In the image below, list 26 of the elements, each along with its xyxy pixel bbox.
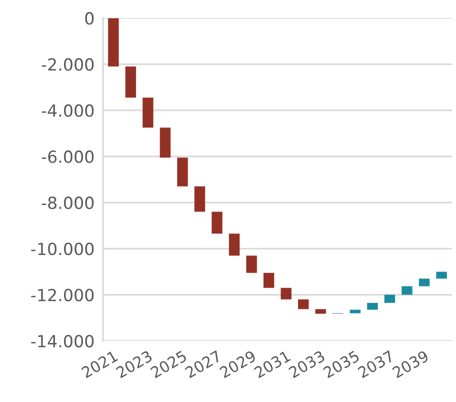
bar: [142, 98, 154, 128]
bar: [160, 128, 171, 158]
bar: [246, 256, 257, 273]
bar: [367, 302, 378, 310]
bar: [436, 272, 447, 279]
y-tick-label: -12.000: [31, 288, 94, 302]
y-tick-label: -14.000: [31, 334, 94, 348]
bar: [263, 272, 274, 288]
bar: [125, 66, 136, 98]
y-tick-label: -2.000: [42, 58, 94, 71]
bar: [298, 299, 309, 310]
bar: [108, 18, 119, 67]
bar: [280, 288, 292, 300]
bar: [402, 286, 412, 295]
y-tick-label: -4.000: [42, 104, 94, 117]
bar: [177, 158, 188, 186]
bar: [212, 212, 222, 234]
y-tick-label: -10.000: [31, 242, 94, 256]
bar: [315, 309, 326, 314]
y-tick-label: 0: [85, 12, 94, 25]
bar: [418, 278, 430, 286]
y-tick-label: -8.000: [42, 196, 94, 210]
y-tick-label: -6.000: [42, 150, 94, 164]
bar: [228, 234, 240, 256]
bar: [384, 294, 396, 303]
bar: [194, 186, 206, 212]
